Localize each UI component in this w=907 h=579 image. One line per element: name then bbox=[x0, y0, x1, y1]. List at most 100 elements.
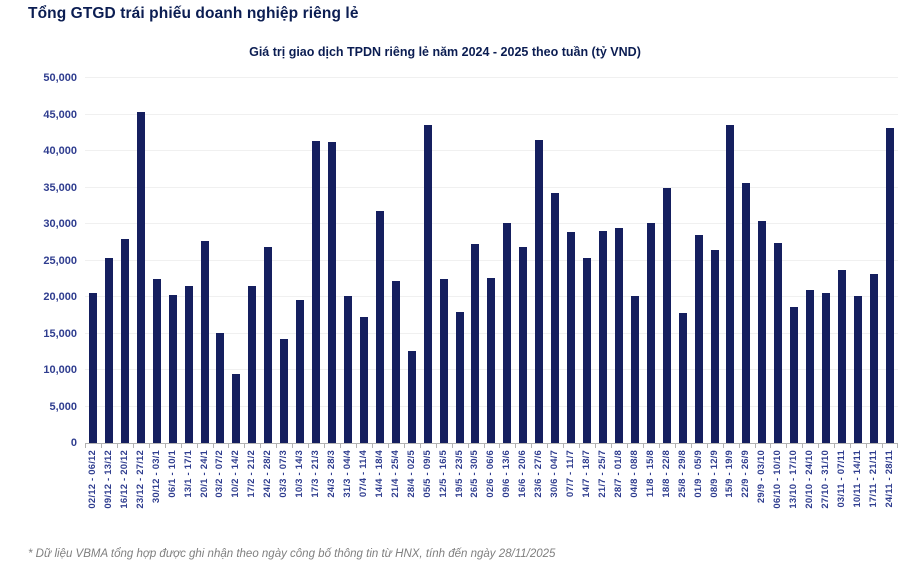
x-tick-label: 20/10 - 24/10 bbox=[804, 450, 816, 509]
bar-14/4 - 18/4 bbox=[375, 210, 384, 443]
x-label-slot: 10/2 - 14/2 bbox=[228, 450, 244, 547]
x-tick bbox=[754, 443, 756, 448]
bar-14/7 - 18/7 bbox=[583, 258, 592, 443]
x-tick-label: 10/3 - 14/3 bbox=[294, 450, 306, 498]
x-tick-label: 23/6 - 27/6 bbox=[533, 450, 545, 498]
x-tick-label: 02/6 - 06/6 bbox=[485, 450, 497, 498]
x-tick bbox=[547, 443, 549, 448]
x-tick-label: 01/9 - 05/9 bbox=[692, 450, 704, 498]
bar-08/9 - 12/9 bbox=[710, 250, 719, 443]
x-label-slot: 02/6 - 06/6 bbox=[483, 450, 499, 547]
x-tick bbox=[403, 443, 405, 448]
x-label-slot: 24/11 - 28/11 bbox=[882, 450, 898, 547]
x-label-slot: 04/8 - 08/8 bbox=[627, 450, 643, 547]
x-tick bbox=[866, 443, 868, 448]
x-label-slot: 23/12 - 27/12 bbox=[133, 450, 149, 547]
x-label-slot: 24/2 - 28/2 bbox=[260, 450, 276, 547]
bar-slot bbox=[802, 78, 818, 443]
bar-slot bbox=[372, 78, 388, 443]
x-label-slot: 16/6 - 20/6 bbox=[515, 450, 531, 547]
bar-slot bbox=[468, 78, 484, 443]
bar-slot bbox=[388, 78, 404, 443]
x-label-slot: 15/9 - 19/9 bbox=[723, 450, 739, 547]
bar-slot bbox=[786, 78, 802, 443]
bar-slot bbox=[181, 78, 197, 443]
x-label-slot: 28/4 - 02/5 bbox=[404, 450, 420, 547]
x-label-slot: 28/7 - 01/8 bbox=[611, 450, 627, 547]
x-label-slot: 16/12 - 20/12 bbox=[117, 450, 133, 547]
bar-slot bbox=[483, 78, 499, 443]
x-tick bbox=[706, 443, 708, 448]
bar-09/6 - 13/6 bbox=[503, 223, 512, 443]
bar-31/3 - 04/4 bbox=[343, 295, 352, 443]
bar-13/10 - 17/10 bbox=[790, 307, 799, 443]
x-tick bbox=[897, 443, 898, 448]
y-tick-label: 0 bbox=[70, 437, 77, 449]
x-label-slot: 10/11 - 14/11 bbox=[850, 450, 866, 547]
bar-slot bbox=[563, 78, 579, 443]
bar-slot bbox=[436, 78, 452, 443]
bar-slot bbox=[643, 78, 659, 443]
bar-slot bbox=[452, 78, 468, 443]
x-tick-label: 21/7 - 25/7 bbox=[596, 450, 608, 498]
bar-21/7 - 25/7 bbox=[598, 231, 607, 443]
bar-slot bbox=[213, 78, 229, 443]
x-label-slot: 17/2 - 21/2 bbox=[244, 450, 260, 547]
x-tick-label: 14/7 - 18/7 bbox=[581, 450, 593, 498]
y-tick-label: 10,000 bbox=[43, 364, 77, 376]
x-label-slot: 09/12 - 13/12 bbox=[101, 450, 117, 547]
x-label-slot: 31/3 - 04/4 bbox=[340, 450, 356, 547]
x-label-slot: 08/9 - 12/9 bbox=[707, 450, 723, 547]
x-tick bbox=[196, 443, 198, 448]
bar-12/5 - 16/5 bbox=[439, 279, 448, 443]
gridline bbox=[85, 223, 898, 224]
bar-23/12 - 27/12 bbox=[136, 111, 145, 443]
bar-03/3 - 07/3 bbox=[280, 339, 289, 443]
bar-24/3 - 28/3 bbox=[328, 141, 337, 443]
x-tick-label: 28/7 - 01/8 bbox=[612, 450, 624, 498]
x-tick-label: 27/10 - 31/10 bbox=[820, 450, 832, 509]
bar-19/5 - 23/5 bbox=[455, 312, 464, 443]
bar-18/8 - 22/8 bbox=[662, 187, 671, 443]
bar-slot bbox=[818, 78, 834, 443]
bar-23/6 - 27/6 bbox=[535, 140, 544, 443]
bar-slot bbox=[276, 78, 292, 443]
x-label-slot: 06/10 - 10/10 bbox=[770, 450, 786, 547]
bar-20/10 - 24/10 bbox=[806, 290, 815, 443]
bar-17/11 - 21/11 bbox=[869, 274, 878, 443]
x-tick-label: 10/11 - 14/11 bbox=[851, 450, 863, 508]
x-tick bbox=[722, 443, 724, 448]
bar-slot bbox=[834, 78, 850, 443]
x-tick bbox=[467, 443, 469, 448]
bar-slot bbox=[149, 78, 165, 443]
bar-slot bbox=[627, 78, 643, 443]
x-tick-label: 31/3 - 04/4 bbox=[341, 450, 353, 498]
bar-30/6 - 04/7 bbox=[551, 193, 560, 443]
bar-slot bbox=[101, 78, 117, 443]
x-tick bbox=[340, 443, 342, 448]
bar-07/7 - 11/7 bbox=[567, 232, 576, 443]
x-tick bbox=[802, 443, 804, 448]
x-tick-label: 17/3 - 21/3 bbox=[310, 450, 322, 498]
x-label-slot: 03/3 - 07/3 bbox=[276, 450, 292, 547]
bar-04/8 - 08/8 bbox=[630, 295, 639, 443]
x-label-slot: 13/10 - 17/10 bbox=[786, 450, 802, 547]
x-tick-label: 26/5 - 30/5 bbox=[469, 450, 481, 498]
bar-slot bbox=[595, 78, 611, 443]
x-label-slot: 10/3 - 14/3 bbox=[292, 450, 308, 547]
x-tick bbox=[834, 443, 836, 448]
x-tick bbox=[738, 443, 740, 448]
x-label-slot: 19/5 - 23/5 bbox=[452, 450, 468, 547]
bar-slot bbox=[675, 78, 691, 443]
bar-11/8 - 15/8 bbox=[646, 222, 655, 443]
x-label-slot: 30/12 - 03/1 bbox=[149, 450, 165, 547]
x-tick bbox=[595, 443, 597, 448]
bar-03/11 - 07/11 bbox=[838, 270, 847, 443]
page-title: Tổng GTGD trái phiếu doanh nghiệp riêng … bbox=[28, 5, 359, 22]
x-label-slot: 11/8 - 15/8 bbox=[643, 450, 659, 547]
x-tick-label: 07/7 - 11/7 bbox=[565, 450, 577, 498]
bar-26/5 - 30/5 bbox=[471, 244, 480, 443]
x-label-slot: 07/4 - 11/4 bbox=[356, 450, 372, 547]
bar-29/9 - 03/10 bbox=[758, 221, 767, 443]
x-tick bbox=[483, 443, 485, 448]
